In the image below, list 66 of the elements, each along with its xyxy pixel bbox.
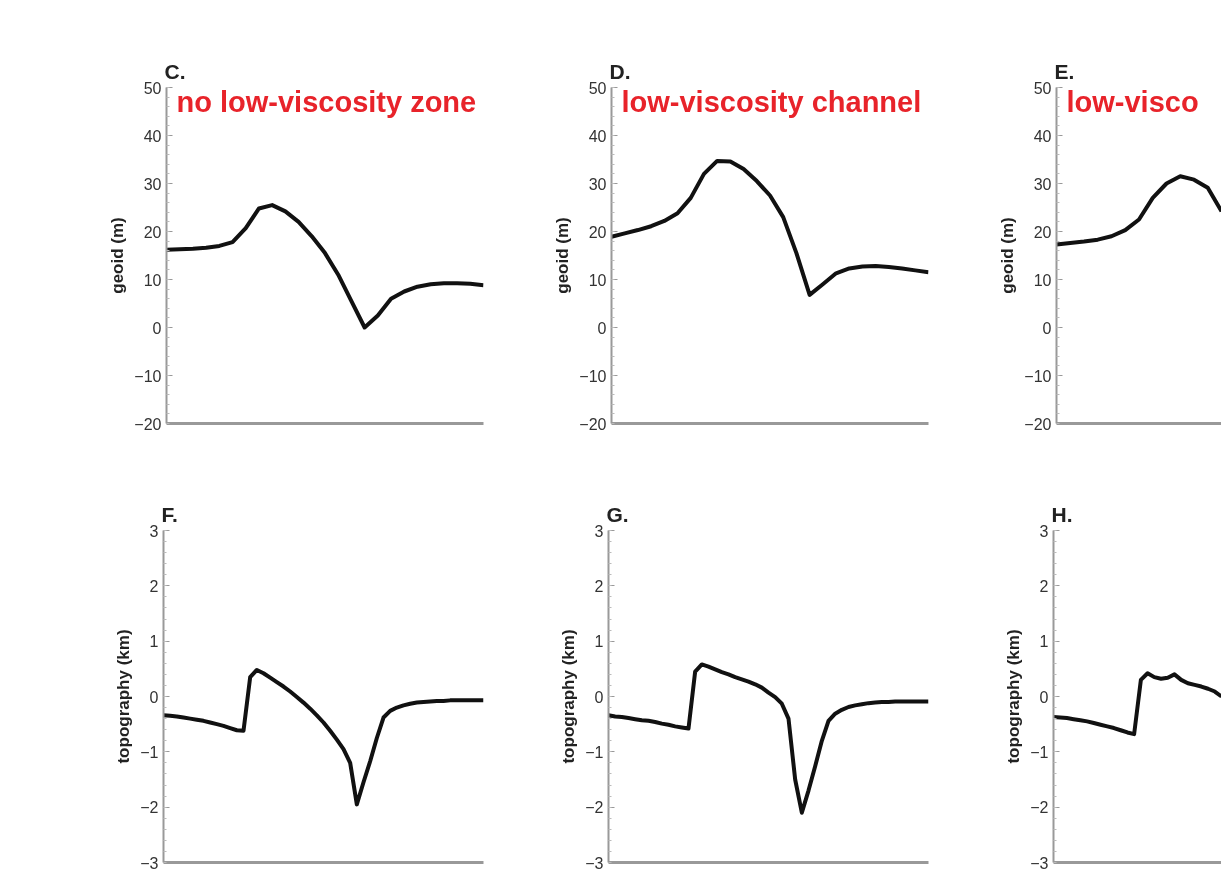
y-tick-label: 0	[1042, 319, 1052, 337]
y-tick-label: 2	[594, 577, 604, 595]
y-axis-title: topography (km)	[1004, 629, 1024, 764]
chart-title: C.	[164, 59, 186, 83]
y-tick-label: 2	[1039, 577, 1049, 595]
chart-title: D.	[609, 59, 631, 83]
y-tick-label: 50	[588, 79, 607, 97]
y-tick-label: −2	[140, 799, 159, 817]
line-series	[611, 158, 929, 297]
y-tick-label: 0	[1039, 688, 1049, 706]
y-tick-label: −10	[1024, 367, 1052, 385]
y-tick-label: 0	[152, 319, 162, 337]
y-tick-label: −10	[579, 367, 607, 385]
y-tick-label: −20	[1024, 415, 1052, 433]
y-tick-label: −1	[585, 743, 604, 761]
y-tick-label: 1	[594, 633, 604, 651]
chart-title: G.	[606, 502, 629, 526]
y-tick-label: −3	[1030, 854, 1049, 872]
chart-title: H.	[1051, 502, 1073, 526]
y-tick-label: −1	[1030, 743, 1049, 761]
y-axis-title: geoid (m)	[998, 217, 1018, 294]
line-series	[1053, 671, 1221, 737]
y-tick-label: 30	[1033, 175, 1052, 193]
line-series	[163, 667, 484, 807]
line-series	[608, 662, 929, 815]
y-tick-label: −20	[134, 415, 162, 433]
y-axis-title: geoid (m)	[553, 217, 573, 294]
chart-title: E.	[1054, 59, 1075, 83]
y-tick-label: −2	[585, 799, 604, 817]
y-tick-label: 3	[594, 522, 604, 540]
line-series	[1056, 174, 1221, 247]
y-tick-label: 10	[1033, 271, 1052, 289]
y-tick-label: 1	[149, 633, 159, 651]
y-tick-label: 10	[143, 271, 162, 289]
chart-title: F.	[161, 502, 178, 526]
y-tick-label: −1	[140, 743, 159, 761]
y-tick-label: 0	[149, 688, 159, 706]
y-tick-label: −20	[579, 415, 607, 433]
y-tick-label: −2	[1030, 799, 1049, 817]
y-axis-title: topography (km)	[559, 629, 579, 764]
y-axis-title: geoid (m)	[108, 217, 128, 294]
y-tick-label: 3	[1039, 522, 1049, 540]
y-tick-label: −3	[140, 854, 159, 872]
y-tick-label: 50	[143, 79, 162, 97]
y-tick-label: −3	[585, 854, 604, 872]
y-tick-label: 0	[597, 319, 607, 337]
y-tick-label: 20	[588, 223, 607, 241]
y-tick-label: −10	[134, 367, 162, 385]
y-tick-label: 2	[149, 577, 159, 595]
y-tick-label: 20	[143, 223, 162, 241]
y-axis-title: topography (km)	[114, 629, 134, 764]
y-tick-label: 40	[1033, 127, 1052, 145]
y-tick-label: 0	[594, 688, 604, 706]
y-tick-label: 3	[149, 522, 159, 540]
annotation: low-visco	[1066, 85, 1199, 118]
y-tick-label: 30	[143, 175, 162, 193]
y-tick-label: 30	[588, 175, 607, 193]
line-series	[166, 203, 484, 330]
y-tick-label: 40	[588, 127, 607, 145]
y-tick-label: 10	[588, 271, 607, 289]
annotation: low-viscosity channel	[621, 85, 922, 118]
y-tick-label: 40	[143, 127, 162, 145]
annotation: no low-viscosity zone	[176, 85, 477, 118]
y-tick-label: 1	[1039, 633, 1049, 651]
y-tick-label: 20	[1033, 223, 1052, 241]
y-tick-label: 50	[1033, 79, 1052, 97]
